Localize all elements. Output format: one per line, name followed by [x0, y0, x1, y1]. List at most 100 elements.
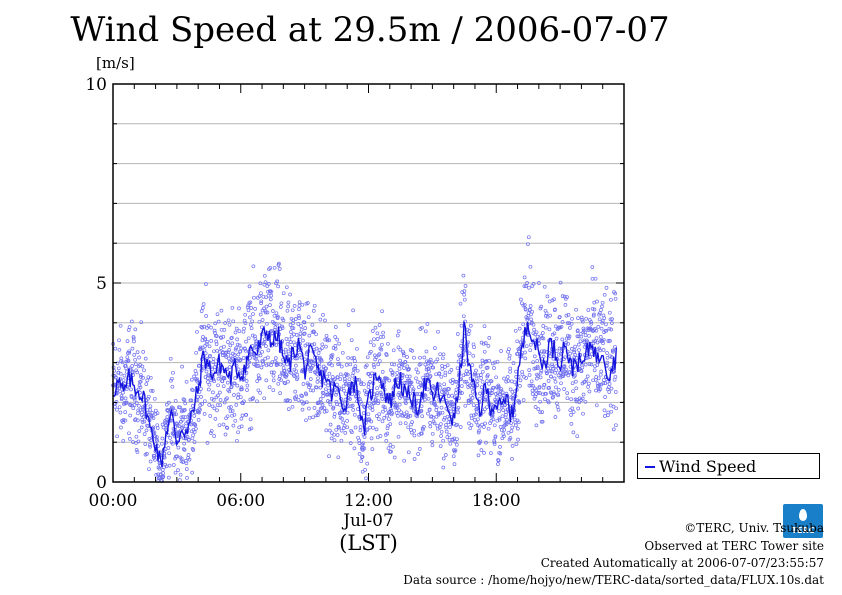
scatter-point [414, 367, 419, 372]
scatter-point [333, 346, 338, 351]
scatter-point [539, 334, 543, 338]
scatter-point [353, 364, 358, 369]
scatter-point [385, 426, 390, 431]
scatter-point [117, 405, 122, 410]
scatter-point [224, 397, 228, 402]
scatter-point [294, 333, 299, 337]
scatter-point [611, 404, 616, 409]
scatter-point [218, 398, 223, 402]
scatter-point [148, 375, 153, 380]
scatter-point [556, 393, 560, 398]
scatter-point [528, 304, 533, 308]
scatter-point [304, 392, 309, 397]
scatter-point [177, 478, 182, 482]
scatter-point [226, 350, 231, 355]
scatter-point [536, 407, 541, 411]
scatter-point [276, 284, 280, 289]
scatter-point [560, 337, 565, 342]
scatter-point [346, 355, 351, 360]
scatter-point [607, 382, 612, 386]
scatter-point [295, 372, 300, 377]
scatter-point [284, 373, 289, 378]
scatter-point [159, 441, 164, 446]
scatter-point [115, 361, 120, 366]
scatter-point [334, 392, 338, 397]
scatter-point [250, 397, 255, 401]
scatter-point [233, 347, 238, 352]
scatter-point [557, 352, 561, 357]
scatter-point [165, 415, 170, 419]
scatter-point [514, 423, 518, 428]
scatter-point [136, 408, 141, 413]
scatter-point [380, 419, 385, 424]
scatter-point [448, 441, 453, 446]
scatter-point [399, 410, 403, 415]
scatter-point [286, 304, 291, 309]
scatter-point [501, 394, 506, 398]
scatter-point [376, 417, 381, 421]
scatter-point [554, 349, 559, 354]
scatter-point [395, 333, 400, 338]
scatter-point [581, 330, 586, 335]
logo-text: TERC [791, 526, 815, 535]
scatter-point [324, 409, 329, 413]
scatter-point [161, 425, 166, 430]
scatter-point [253, 334, 257, 339]
scatter-point [237, 343, 242, 348]
scatter-point [264, 378, 269, 383]
scatter-point [568, 408, 573, 413]
scatter-point [271, 309, 275, 313]
scatter-point [155, 438, 159, 443]
scatter-point [377, 359, 382, 363]
scatter-point [576, 316, 580, 320]
scatter-point [323, 318, 327, 323]
scatter-point [531, 281, 536, 286]
scatter-point [400, 373, 405, 377]
scatter-point [257, 294, 262, 299]
scatter-point [199, 309, 204, 313]
scatter-point [381, 335, 386, 339]
scatter-point [402, 458, 407, 463]
scatter-point [184, 379, 189, 384]
scatter-point [258, 312, 263, 317]
scatter-point [427, 407, 432, 412]
scatter-point [238, 395, 243, 400]
scatter-point [382, 405, 387, 410]
scatter-point [294, 394, 299, 399]
scatter-point [360, 454, 365, 459]
scatter-point [357, 377, 361, 382]
scatter-point [193, 423, 198, 428]
scatter-point [406, 450, 411, 455]
scatter-point [258, 281, 263, 286]
scatter-point [176, 445, 181, 450]
scatter-point [412, 433, 417, 438]
scatter-point [341, 426, 346, 430]
scatter-point [239, 385, 244, 390]
scatter-point [195, 394, 200, 399]
scatter-point [307, 333, 312, 338]
scatter-point [602, 316, 607, 320]
scatter-point [573, 397, 578, 402]
scatter-point [305, 301, 310, 305]
scatter-point [285, 308, 290, 313]
scatter-point [524, 376, 528, 380]
scatter-point [499, 387, 504, 391]
scatter-point [477, 424, 482, 429]
scatter-point [556, 388, 561, 392]
scatter-point [226, 318, 231, 323]
scatter-point [527, 368, 532, 372]
scatter-point [475, 379, 480, 384]
scatter-point [249, 306, 254, 310]
scatter-point [499, 349, 503, 353]
scatter-point [259, 365, 264, 370]
scatter-point [598, 387, 603, 391]
scatter-point [450, 393, 454, 398]
scatter-point [430, 360, 434, 365]
scatter-point [221, 422, 226, 427]
scatter-point [306, 315, 311, 320]
scatter-point [604, 328, 609, 333]
scatter-point [322, 409, 327, 414]
scatter-point [271, 378, 276, 383]
scatter-point [170, 384, 175, 389]
scatter-point [123, 418, 128, 423]
